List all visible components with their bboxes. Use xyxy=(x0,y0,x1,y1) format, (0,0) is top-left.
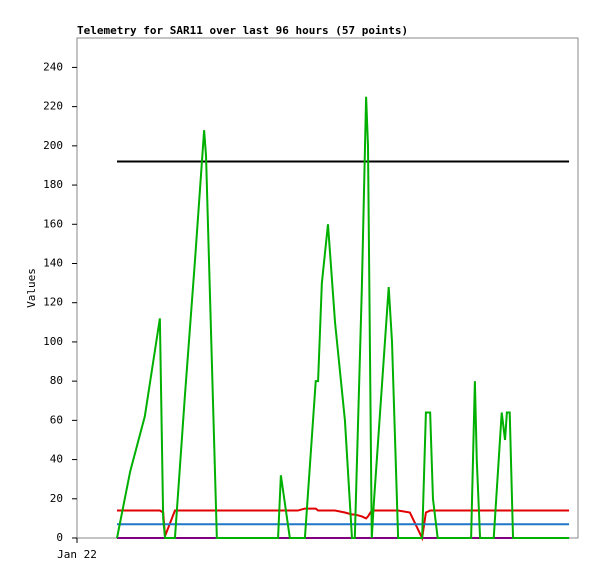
y-tick-label: 180 xyxy=(43,178,63,191)
y-tick-label: 240 xyxy=(43,60,63,73)
y-tick-label: 100 xyxy=(43,335,63,348)
y-tick-label: 160 xyxy=(43,217,63,230)
series-line xyxy=(116,96,570,539)
y-tick-label: 60 xyxy=(50,413,63,426)
chart-title: Telemetry for SAR11 over last 96 hours (… xyxy=(77,24,408,37)
y-tick-label: 200 xyxy=(43,139,63,152)
y-tick-label: 140 xyxy=(43,256,63,269)
y-tick-label: 120 xyxy=(43,296,63,309)
y-tick-label: 40 xyxy=(50,453,63,466)
y-axis-label: Values xyxy=(25,268,38,308)
x-tick-label: Jan 22 xyxy=(57,548,97,561)
plot-area xyxy=(76,37,579,539)
y-tick-label: 220 xyxy=(43,100,63,113)
y-tick-label: 80 xyxy=(50,374,63,387)
y-tick-label: 20 xyxy=(50,492,63,505)
y-tick-label: 0 xyxy=(56,531,63,544)
